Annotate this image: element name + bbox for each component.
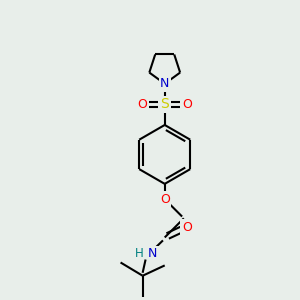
Text: O: O <box>182 220 192 234</box>
Text: S: S <box>160 98 169 111</box>
Text: N: N <box>148 247 157 260</box>
Text: O: O <box>138 98 148 111</box>
Text: O: O <box>160 193 170 206</box>
Text: O: O <box>182 98 192 111</box>
Text: H: H <box>134 247 143 260</box>
Text: N: N <box>160 77 169 90</box>
